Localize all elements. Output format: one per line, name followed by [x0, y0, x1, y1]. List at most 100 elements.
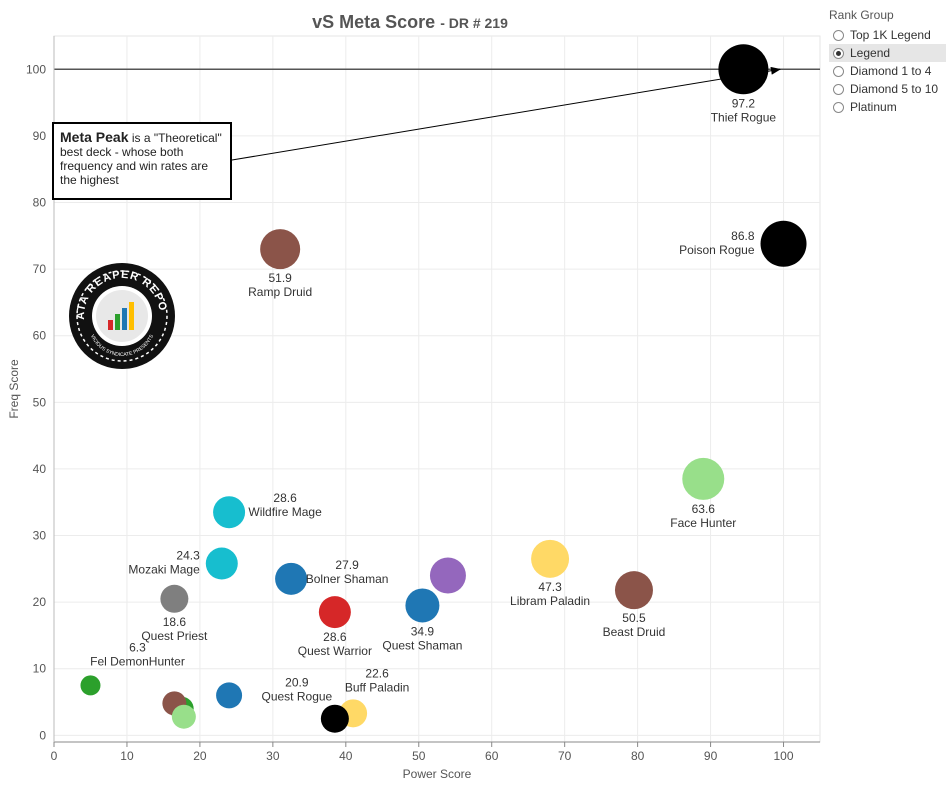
- points-layer: [80, 44, 807, 733]
- legend-option-label: Legend: [850, 46, 891, 60]
- data-point[interactable]: [682, 457, 725, 500]
- data-point[interactable]: [171, 704, 196, 729]
- point-score-label: 51.9: [268, 271, 292, 285]
- axes: 0 10 20 30 40 50 60 70 80 90 100 0 10 20 30 40 50 60 70 80 9…: [7, 36, 820, 781]
- data-point[interactable]: [429, 557, 466, 594]
- radio-icon[interactable]: [833, 47, 844, 59]
- x-tick-label: 60: [485, 749, 499, 763]
- legend-option-diamond-1-to-4[interactable]: Diamond 1 to 4: [829, 62, 946, 80]
- data-point[interactable]: [320, 704, 349, 733]
- y-tick-label: 0: [39, 728, 46, 742]
- data-point[interactable]: [160, 584, 189, 613]
- point-score-label: 20.9: [285, 676, 309, 690]
- legend-items: Top 1K Legend Legend Diamond 1 to 4 Diamond…: [829, 26, 946, 116]
- reference-layer: [54, 66, 820, 161]
- x-tick-label: 0: [51, 749, 58, 763]
- x-tick-label: 90: [704, 749, 718, 763]
- data-point[interactable]: [531, 539, 570, 578]
- y-tick-label: 20: [33, 595, 47, 609]
- point-score-label: 63.6: [692, 502, 716, 516]
- y-tick-label: 40: [33, 462, 47, 476]
- x-tick-label: 80: [631, 749, 645, 763]
- point-name-label: Beast Druid: [603, 625, 666, 639]
- point-name-label: Quest Warrior: [298, 644, 372, 658]
- chart-title: vS Meta Score - DR # 219: [0, 12, 820, 33]
- point-score-label: 28.6: [273, 491, 297, 505]
- data-point[interactable]: [80, 675, 101, 696]
- chart-title-main: vS Meta Score: [312, 12, 436, 32]
- legend-option-label: Diamond 1 to 4: [850, 64, 932, 78]
- data-point[interactable]: [718, 44, 769, 95]
- radio-icon[interactable]: [833, 65, 844, 77]
- point-name-label: Wildfire Mage: [248, 505, 322, 519]
- x-tick-label: 100: [774, 749, 794, 763]
- data-point[interactable]: [760, 220, 807, 267]
- point-name-label: Quest Rogue: [262, 690, 333, 704]
- data-point[interactable]: [205, 547, 238, 580]
- legend-option-label: Platinum: [850, 100, 897, 114]
- meta-peak-annotation: Meta Peak is a "Theoretical" best deck -…: [52, 122, 232, 200]
- point-name-label: Poison Rogue: [679, 243, 755, 257]
- legend-option-platinum[interactable]: Platinum: [829, 98, 946, 116]
- point-score-label: 50.5: [622, 611, 646, 625]
- point-score-label: 28.6: [323, 630, 347, 644]
- x-tick-label: 40: [339, 749, 353, 763]
- y-tick-label: 90: [33, 129, 47, 143]
- data-point[interactable]: [213, 496, 246, 529]
- y-tick-label: 30: [33, 529, 47, 543]
- y-tick-label: 50: [33, 395, 47, 409]
- legend-option-label: Top 1K Legend: [850, 28, 931, 42]
- point-score-label: 6.3: [129, 640, 146, 654]
- radio-icon[interactable]: [833, 83, 844, 95]
- point-score-label: 86.8: [731, 229, 755, 243]
- data-point[interactable]: [318, 596, 351, 629]
- point-score-label: 47.3: [538, 580, 562, 594]
- x-tick-label: 50: [412, 749, 426, 763]
- radio-icon[interactable]: [833, 29, 844, 41]
- data-point[interactable]: [614, 571, 653, 610]
- point-name-label: Ramp Druid: [248, 285, 312, 299]
- data-reaper-logo: DATA REAPER REPORT VICIOUS SYNDICATE PRE…: [68, 262, 175, 369]
- rank-group-legend: Rank Group Top 1K Legend Legend Diamond 1 …: [829, 8, 946, 116]
- data-point[interactable]: [275, 562, 308, 595]
- point-name-label: Face Hunter: [670, 516, 736, 530]
- y-axis-label: Freq Score: [7, 359, 21, 419]
- annotation-heading: Meta Peak: [60, 129, 129, 145]
- point-name-label: Quest Priest: [141, 629, 208, 643]
- meta-peak-arrow: [231, 66, 781, 161]
- data-point[interactable]: [216, 682, 243, 709]
- x-tick-label: 20: [193, 749, 207, 763]
- legend-option-legend[interactable]: Legend: [829, 44, 946, 62]
- data-point[interactable]: [260, 229, 301, 270]
- point-name-label: Thief Rogue: [711, 110, 777, 124]
- y-tick-label: 80: [33, 196, 47, 210]
- point-score-label: 97.2: [732, 96, 756, 110]
- y-tick-label: 10: [33, 662, 47, 676]
- y-tick-label: 70: [33, 262, 47, 276]
- annotation-text: is a "Theoretical" best deck - whose bot…: [60, 131, 222, 187]
- point-name-label: Bolner Shaman: [306, 572, 389, 586]
- x-axis-label: Power Score: [403, 767, 472, 781]
- y-tick-label: 60: [33, 329, 47, 343]
- point-score-label: 24.3: [176, 549, 200, 563]
- radio-icon[interactable]: [833, 101, 844, 113]
- legend-title: Rank Group: [829, 8, 894, 22]
- point-score-label: 18.6: [163, 615, 187, 629]
- point-name-label: Libram Paladin: [510, 594, 590, 608]
- chart-subtitle: - DR # 219: [440, 15, 508, 31]
- point-name-label: Buff Paladin: [345, 680, 410, 694]
- point-score-label: 34.9: [411, 624, 435, 638]
- point-name-label: Mozaki Mage: [128, 563, 200, 577]
- legend-option-top-1k-legend[interactable]: Top 1K Legend: [829, 26, 946, 44]
- data-point[interactable]: [405, 588, 440, 623]
- x-tick-label: 30: [266, 749, 280, 763]
- y-tick-label: 100: [26, 62, 46, 76]
- point-score-label: 22.6: [365, 666, 389, 680]
- point-score-label: 27.9: [335, 558, 359, 572]
- point-name-label: Quest Shaman: [382, 638, 462, 652]
- legend-option-diamond-5-to-10[interactable]: Diamond 5 to 10: [829, 80, 946, 98]
- x-tick-label: 70: [558, 749, 572, 763]
- legend-option-label: Diamond 5 to 10: [850, 82, 939, 96]
